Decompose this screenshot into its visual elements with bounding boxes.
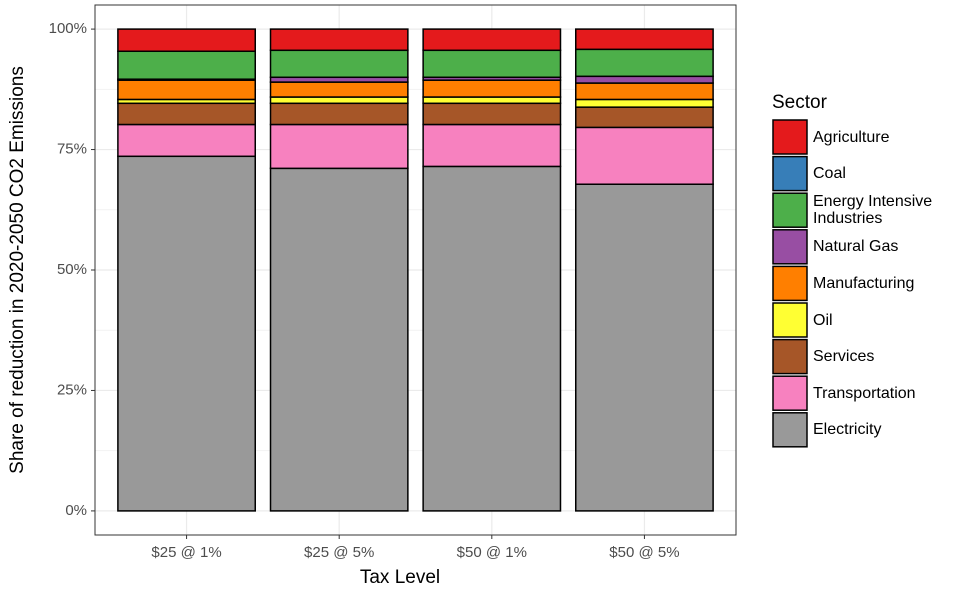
- bar-segment: [575, 82, 714, 101]
- bar-segment: [117, 155, 257, 512]
- bar-segment: [269, 96, 409, 105]
- bar-segment: [117, 28, 257, 53]
- x-tick-label: $25 @ 5%: [304, 544, 374, 561]
- y-tick-label: 50%: [57, 261, 87, 278]
- bar-segment: [269, 49, 409, 79]
- bar-segment: [422, 79, 562, 98]
- legend-key: [772, 229, 808, 265]
- bar-segment: [422, 96, 562, 105]
- legend-key: [772, 119, 808, 155]
- legend-key: [772, 155, 808, 192]
- bar-segment: [422, 49, 562, 79]
- bar-segment: [575, 75, 714, 84]
- bar-segment: [117, 50, 257, 80]
- x-axis-title: Tax Level: [360, 567, 440, 588]
- bar-segment: [269, 123, 409, 170]
- plot-border: [94, 4, 737, 536]
- bar-segment: [575, 48, 714, 78]
- legend-key: [772, 265, 808, 302]
- legend-label: Services: [813, 348, 875, 366]
- bar-segment: [575, 126, 714, 185]
- legend-label: Manufacturing: [813, 274, 915, 292]
- y-axis-title: Share of reduction in 2020-2050 CO2 Emis…: [7, 66, 28, 474]
- x-tick-label: $25 @ 1%: [151, 544, 221, 561]
- legend-key: [772, 338, 808, 375]
- legend-label: Agriculture: [813, 128, 890, 146]
- bar-segment: [117, 79, 257, 101]
- bar-segment: [422, 123, 562, 168]
- legend-label: Natural Gas: [813, 238, 899, 256]
- legend-key: [772, 192, 808, 228]
- y-tick-label: 25%: [57, 381, 87, 398]
- bar-segment: [269, 81, 409, 98]
- legend-key: [772, 412, 808, 448]
- legend-label: Transportation: [813, 384, 916, 402]
- legend-label: Coal: [813, 165, 846, 183]
- bar-segment: [117, 123, 257, 158]
- bar-segment: [422, 28, 562, 52]
- bar-segment: [575, 106, 714, 129]
- bar-segment: [117, 102, 257, 126]
- bar-segment: [422, 102, 562, 126]
- legend-label: Oil: [813, 311, 833, 329]
- bar-segment: [575, 28, 714, 51]
- bar-segment: [269, 28, 409, 52]
- y-tick-label: 0%: [65, 502, 87, 519]
- y-tick-label: 100%: [49, 20, 87, 37]
- y-tick-label: 75%: [57, 141, 87, 158]
- legend-title: Sector: [772, 92, 828, 113]
- x-tick-label: $50 @ 1%: [457, 544, 527, 561]
- bar-segment: [575, 98, 714, 108]
- legend-key: [772, 302, 808, 338]
- bar-segment: [269, 167, 409, 512]
- bar-segment: [422, 165, 562, 512]
- legend-label: Energy Intensive Industries: [813, 193, 933, 228]
- legend-key: [772, 375, 808, 411]
- bar-segment: [269, 102, 409, 126]
- bar-segment: [575, 183, 714, 512]
- legend-label: Electricity: [813, 421, 882, 439]
- x-tick-label: $50 @ 5%: [609, 544, 679, 561]
